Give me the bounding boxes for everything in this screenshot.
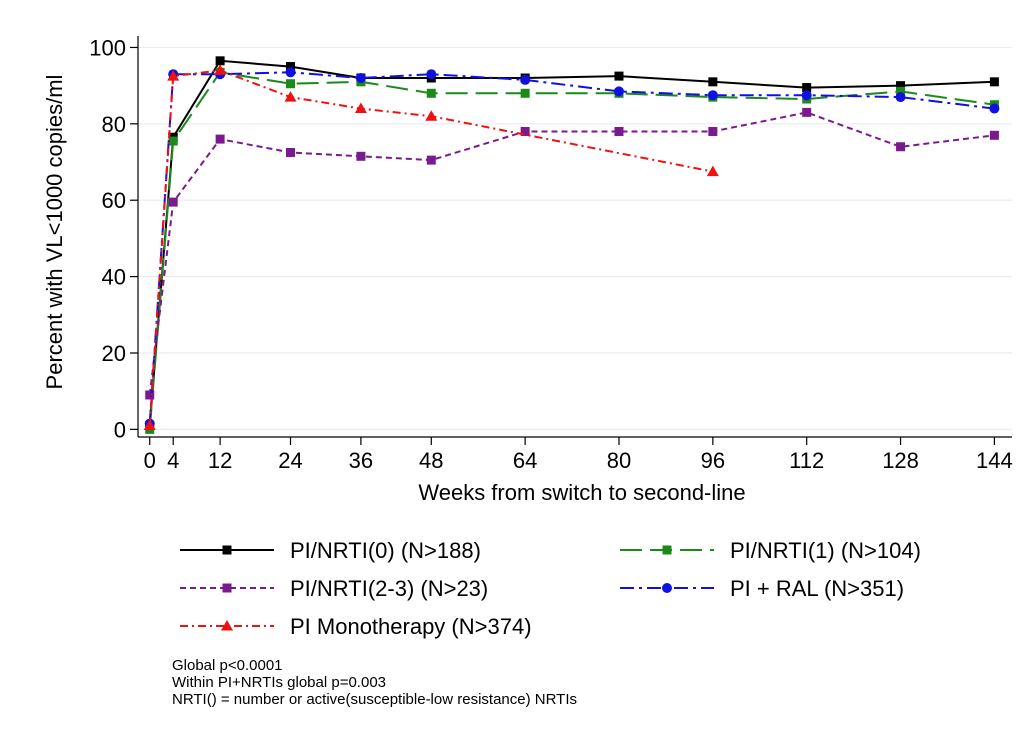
series-3 (144, 67, 1000, 429)
legend-item-4: PI Monotherapy (N>374) (180, 614, 532, 639)
footnotes: Global p<0.0001 Within PI+NRTIs global p… (172, 657, 577, 708)
legend: PI/NRTI(0) (N>188) PI/NRTI(1) (N>104) PI/N… (180, 538, 921, 639)
y-tick-label-40: 40 (102, 265, 126, 290)
x-tick-label-144: 144 (976, 448, 1013, 473)
legend-item-1: PI/NRTI(1) (N>104) (620, 538, 921, 563)
x-tick-label-96: 96 (701, 448, 725, 473)
series-0-point-2 (215, 56, 225, 66)
series-0-point-3 (286, 62, 296, 72)
series-3-point-8 (707, 90, 718, 101)
series-0-point-10 (896, 81, 906, 91)
series-2 (145, 107, 999, 400)
legend-marker-4 (221, 620, 233, 631)
series-4-point-2 (214, 64, 227, 75)
series-2-point-10 (896, 142, 906, 152)
series-3-point-7 (613, 86, 624, 97)
series-3-point-11 (989, 103, 1000, 114)
series-2-point-1 (168, 197, 178, 207)
series-4-point-5 (425, 110, 438, 121)
x-tick-label-12: 12 (208, 448, 232, 473)
legend-item-3: PI + RAL (N>351) (620, 576, 904, 601)
legend-label-0: PI/NRTI(0) (N>188) (290, 538, 481, 563)
footnote-global-p: Global p<0.0001 (172, 657, 283, 674)
series-3-point-6 (520, 74, 531, 85)
legend-item-0: PI/NRTI(0) (N>188) (180, 538, 481, 563)
legend-marker-3 (662, 583, 672, 593)
series-2-point-7 (614, 126, 624, 136)
y-tick-label-0: 0 (114, 417, 126, 442)
x-tick-label-0: 0 (144, 448, 156, 473)
series-4-point-4 (354, 102, 367, 114)
series-layer (143, 56, 1000, 434)
series-4-point-0 (143, 419, 156, 431)
series-2-point-3 (286, 147, 296, 157)
series-1 (145, 67, 999, 434)
series-1-point-1 (168, 136, 178, 146)
series-2-point-2 (215, 134, 225, 144)
series-2-point-8 (708, 126, 718, 136)
footnote-nrti-definition: NRTI() = number or active(susceptible-lo… (172, 691, 577, 708)
series-1-point-6 (520, 88, 530, 98)
y-tick-label-80: 80 (102, 112, 126, 137)
series-line-2 (148, 111, 995, 396)
series-4-point-1 (167, 70, 180, 81)
legend-marker-2 (222, 583, 232, 593)
series-4-point-6 (706, 165, 719, 177)
y-axis-title: Percent with VL<1000 copies/ml (42, 75, 67, 390)
series-2-point-6 (520, 126, 530, 136)
legend-label-4: PI Monotherapy (N>374) (290, 614, 532, 639)
legend-label-2: PI/NRTI(2-3) (N>23) (290, 576, 488, 601)
series-line-3 (148, 71, 995, 424)
series-2-point-5 (426, 155, 436, 165)
series-3-point-4 (355, 73, 366, 84)
x-tick-label-48: 48 (419, 448, 443, 473)
series-2-point-4 (356, 151, 366, 161)
series-1-point-10 (896, 86, 906, 96)
series-3-point-10 (895, 92, 906, 103)
series-2-point-9 (802, 107, 812, 117)
series-0-point-7 (614, 71, 624, 81)
series-line-0 (148, 59, 995, 426)
legend-item-2: PI/NRTI(2-3) (N>23) (180, 576, 488, 601)
footnote-within-p: Within PI+NRTIs global p=0.003 (172, 674, 387, 691)
series-0-point-11 (989, 77, 999, 87)
series-0-point-8 (708, 77, 718, 87)
series-1-point-5 (426, 88, 436, 98)
series-2-point-0 (145, 390, 155, 400)
x-tick-label-64: 64 (513, 448, 537, 473)
legend-label-1: PI/NRTI(1) (N>104) (730, 538, 921, 563)
legend-label-3: PI + RAL (N>351) (730, 576, 904, 601)
series-0 (145, 56, 999, 431)
x-tick-label-24: 24 (278, 448, 302, 473)
y-tick-label-100: 100 (89, 35, 126, 60)
y-tick-label-20: 20 (102, 341, 126, 366)
series-0-point-9 (802, 83, 812, 93)
legend-marker-0 (222, 545, 232, 555)
gridlines (138, 46, 1012, 430)
series-4-point-3 (284, 91, 297, 102)
series-3-point-3 (285, 67, 296, 78)
x-tick-label-128: 128 (882, 448, 919, 473)
series-4 (143, 64, 719, 431)
x-tick-label-4: 4 (167, 448, 179, 473)
series-1-point-3 (286, 79, 296, 89)
x-axis-title: Weeks from switch to second-line (418, 480, 745, 505)
series-3-point-5 (426, 69, 437, 80)
series-2-point-11 (989, 130, 999, 140)
x-tick-label-36: 36 (349, 448, 373, 473)
legend-marker-1 (662, 545, 672, 555)
series-3-point-9 (801, 90, 812, 101)
series-line-1 (148, 71, 995, 430)
y-tick-label-60: 60 (102, 188, 126, 213)
x-tick-label-80: 80 (607, 448, 631, 473)
x-tick-label-112: 112 (789, 448, 824, 473)
